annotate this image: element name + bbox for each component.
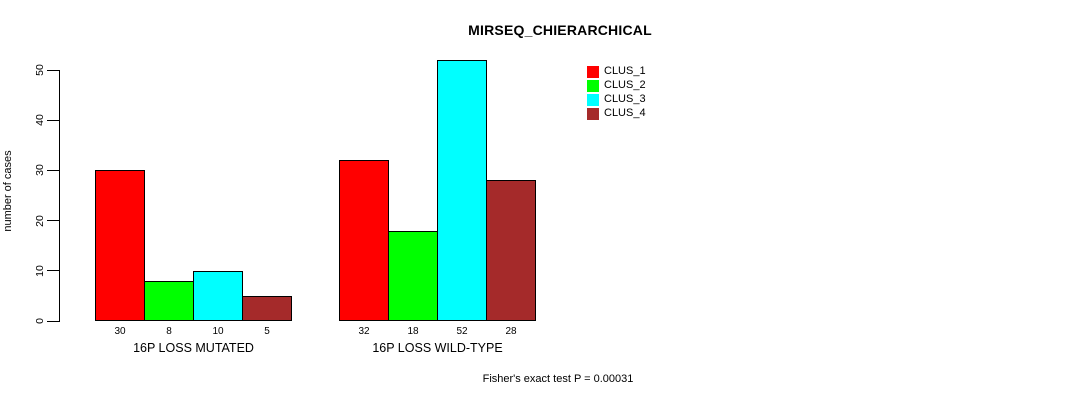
bar-clus_1 xyxy=(339,160,389,321)
bar-value-label: 18 xyxy=(407,326,419,337)
y-axis-line xyxy=(59,70,60,322)
bar-clus_3 xyxy=(193,271,243,321)
legend-label: CLUS_2 xyxy=(604,79,646,91)
legend-swatch-clus_3 xyxy=(587,94,599,106)
y-axis-title: number of cases xyxy=(2,150,14,232)
y-axis-tick-label: 40 xyxy=(34,114,46,127)
y-axis-tick-label: 10 xyxy=(34,264,46,277)
bar-value-label: 28 xyxy=(505,326,517,337)
fisher-test-annotation: Fisher's exact test P = 0.00031 xyxy=(482,373,634,385)
y-axis-tick xyxy=(47,320,59,322)
bar-value-label: 52 xyxy=(456,326,468,337)
bar-clus_2 xyxy=(144,281,194,321)
y-axis-tick xyxy=(47,270,59,272)
y-axis-tick xyxy=(47,69,59,71)
legend-label: CLUS_4 xyxy=(604,107,646,119)
y-axis-tick xyxy=(47,119,59,121)
y-axis-tick-label: 0 xyxy=(34,318,46,324)
bar-value-label: 32 xyxy=(358,326,370,337)
legend-label: CLUS_3 xyxy=(604,93,646,105)
bar-clus_2 xyxy=(388,231,438,321)
bar-clus_4 xyxy=(242,296,292,321)
y-axis-tick-label: 20 xyxy=(34,214,46,227)
legend-label: CLUS_1 xyxy=(604,65,646,77)
bar-value-label: 30 xyxy=(114,326,126,337)
bar-value-label: 10 xyxy=(212,326,224,337)
bar-clus_4 xyxy=(486,180,536,321)
legend-swatch-clus_4 xyxy=(587,108,599,120)
y-axis-tick-label: 30 xyxy=(34,164,46,177)
group-label: 16P LOSS MUTATED xyxy=(133,341,254,355)
bar-clus_3 xyxy=(437,60,487,321)
y-axis-tick xyxy=(47,220,59,222)
y-axis-tick xyxy=(47,169,59,171)
legend-swatch-clus_2 xyxy=(587,80,599,92)
chart-title: MIRSEQ_CHIERARCHICAL xyxy=(468,22,652,38)
y-axis-tick-label: 50 xyxy=(34,64,46,76)
bar-clus_1 xyxy=(95,170,145,321)
bar-value-label: 8 xyxy=(166,326,172,337)
bar-value-label: 5 xyxy=(264,326,270,337)
group-label: 16P LOSS WILD-TYPE xyxy=(372,341,503,355)
legend-swatch-clus_1 xyxy=(587,66,599,78)
